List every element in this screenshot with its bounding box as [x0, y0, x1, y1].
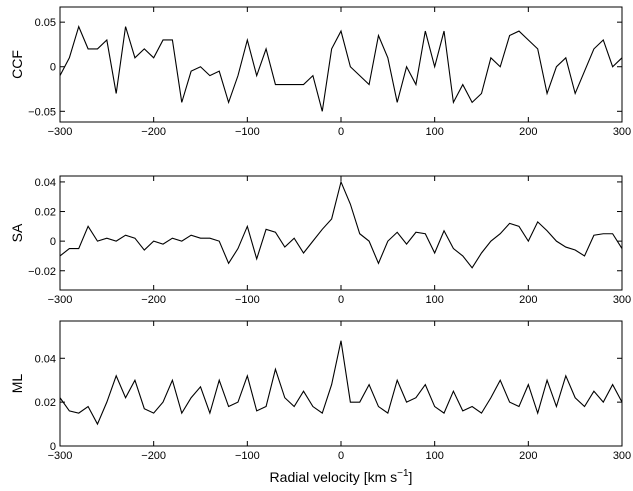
x-tick-label: 200: [519, 126, 537, 138]
x-tick-label: 100: [425, 450, 443, 462]
data-line: [59, 180, 623, 269]
x-tick-label: −100: [235, 126, 260, 138]
x-tick-label: −200: [141, 294, 166, 306]
x-axis-label: Radial velocity [km s−1]: [270, 468, 413, 485]
x-tick-label: −300: [48, 450, 73, 462]
x-tick-label: −100: [235, 294, 260, 306]
x-axis-label-end: ]: [409, 469, 413, 485]
data-line: [59, 340, 623, 426]
axes-frame: [59, 6, 623, 123]
y-tick-label: 0.02: [35, 207, 56, 219]
data-line: [59, 24, 623, 112]
x-tick-label: 300: [613, 450, 631, 462]
y-tick-label: 0: [50, 62, 56, 74]
y-axis-label: CCF: [9, 50, 25, 79]
x-tick-label: 100: [425, 126, 443, 138]
y-tick-label: 0: [50, 441, 56, 453]
y-tick-label: 0: [50, 236, 56, 248]
x-tick-label: 300: [613, 294, 631, 306]
y-tick-label: 0.02: [35, 397, 56, 409]
x-tick-label: 100: [425, 294, 443, 306]
y-axis-label: ML: [9, 374, 25, 394]
y-tick-label: −0.05: [28, 106, 56, 118]
x-tick-label: 300: [613, 126, 631, 138]
axes-frame: [59, 320, 623, 447]
x-tick-label: 200: [519, 294, 537, 306]
x-tick-label: 0: [338, 126, 344, 138]
y-axis-label: SA: [9, 223, 25, 242]
x-tick-label: −200: [141, 126, 166, 138]
x-tick-label: 0: [338, 294, 344, 306]
x-axis-label-text: Radial velocity [km s: [270, 469, 398, 485]
y-tick-label: 0.04: [35, 353, 56, 365]
x-axis-label-sup: −1: [397, 468, 409, 479]
x-tick-label: 200: [519, 450, 537, 462]
x-tick-label: 0: [338, 450, 344, 462]
y-tick-label: 0.05: [35, 17, 56, 29]
x-tick-label: −300: [48, 126, 73, 138]
x-tick-label: −300: [48, 294, 73, 306]
x-tick-label: −200: [141, 450, 166, 462]
axes-frame: [59, 175, 623, 291]
y-tick-label: −0.02: [28, 266, 56, 278]
y-tick-label: 0.04: [35, 177, 56, 189]
x-tick-label: −100: [235, 450, 260, 462]
